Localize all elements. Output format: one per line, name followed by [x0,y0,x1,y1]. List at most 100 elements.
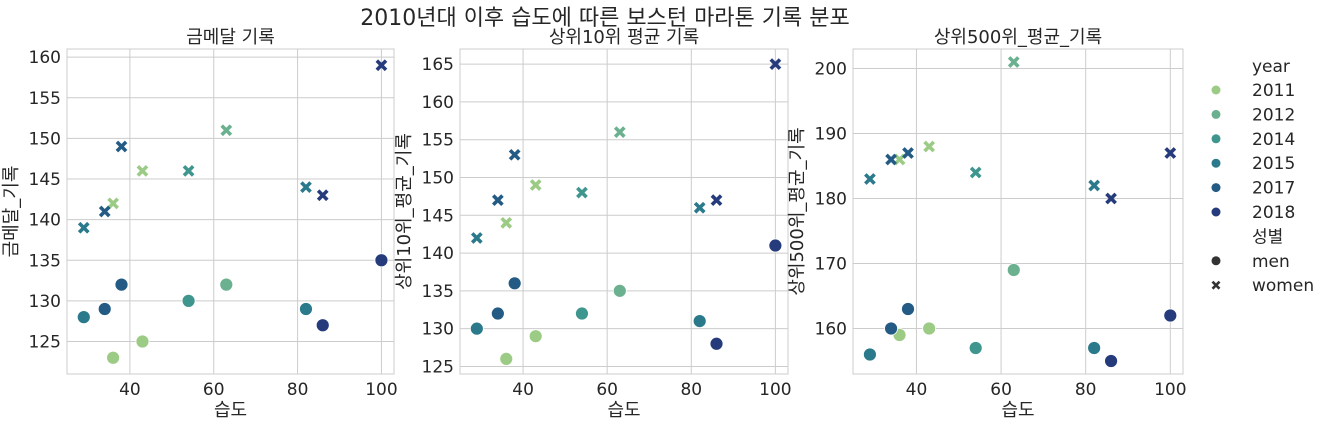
point-men-2012 [1006,263,1021,277]
y-tick-label: 140 [29,211,61,231]
y-tick-label: 190 [815,125,847,145]
legend-title-sex: 성별 [1252,227,1283,247]
y-tick-label: 145 [29,170,61,190]
point-men-2011 [106,350,121,365]
y-tick-label: 150 [29,129,61,149]
plot-frame [66,48,395,375]
point-men-2014 [575,306,589,321]
y-tick-label: 160 [29,48,61,68]
point-men-2018 [315,318,330,333]
legend-marker-2014 [1211,134,1221,144]
legend-label-2015: 2015 [1252,154,1295,174]
point-women-2017 [508,148,521,161]
point-women-2011 [107,197,119,210]
point-men-2015 [469,321,484,336]
y-axis-label: 금메달_기록 [1,166,22,258]
y-tick-label: 125 [29,333,61,353]
legend-marker-men [1211,256,1221,266]
y-tick-label: 200 [815,60,847,80]
x-tick-label: 100 [1154,380,1186,400]
point-women-2017 [902,147,914,159]
legend-marker-2011 [1211,85,1221,95]
point-women-2018 [316,189,329,202]
point-women-2018 [375,59,388,72]
point-women-2012 [613,126,626,139]
x-axis-label: 습도 [1001,400,1034,421]
y-tick-label: 150 [422,168,454,188]
subplot-title: 금메달 기록 [186,27,275,48]
point-women-2018 [710,194,723,207]
y-tick-label: 140 [422,244,454,264]
subplot-title: 상위500위_평균_기록 [934,27,1102,48]
legend-label-2012: 2012 [1252,105,1295,125]
point-women-2012 [220,124,233,137]
y-tick-label: 135 [29,251,61,271]
point-men-2015 [863,347,877,362]
point-women-2011 [500,216,513,229]
y-tick-label: 130 [422,320,454,340]
point-women-2014 [182,165,195,177]
legend-marker-2015 [1211,158,1221,168]
point-women-2011 [529,179,542,191]
x-tick-label: 60 [990,380,1012,400]
point-men-2017 [114,277,129,292]
point-men-2014 [968,341,983,355]
y-tick-label: 130 [29,292,61,312]
x-tick-label: 60 [596,380,618,400]
plot-frame [459,48,789,375]
x-tick-label: 80 [680,380,702,400]
point-men-2015 [76,310,91,325]
point-women-2015 [470,232,483,244]
point-men-2017 [490,306,505,321]
y-tick-label: 155 [422,131,454,151]
y-axis-label: 상위10위_평균_기록 [394,133,415,290]
x-axis-label: 습도 [607,400,640,421]
x-tick-label: 40 [906,380,928,400]
point-men-2018 [709,336,724,351]
legend-marker-2017 [1211,183,1221,193]
point-women-2017 [115,140,128,153]
point-women-2015 [300,181,312,193]
point-men-2017 [884,321,898,336]
point-women-2011 [923,140,936,153]
legend: year 2011 2012 2014 2015 2017 2018 성별 men women [1211,57,1314,296]
x-tick-label: 100 [759,380,791,400]
point-men-2017 [901,302,915,316]
subplot-1: 40 60 80 100 125 130 135 140 145 150 155 160 금메달 기록습… [1,27,398,421]
point-men-2015 [299,302,313,316]
x-tick-label: 40 [512,380,534,400]
point-women-2015 [1088,179,1101,192]
point-men-2011 [499,351,514,366]
point-men-2011 [528,329,543,344]
y-tick-label: 160 [422,93,454,113]
point-men-2011 [135,334,150,349]
point-women-2014 [576,186,588,199]
plot-frame [852,48,1184,375]
figure-title: 2010년대 이후 습도에 따른 보스턴 마라톤 기록 분포 [360,6,850,31]
point-women-2017 [491,194,504,207]
y-tick-label: 135 [422,282,454,302]
subplot-2: 40 60 80 100 125 130 135 140 145 150 155 160 165 상위10… [394,27,792,421]
point-men-2014 [181,293,196,308]
x-tick-label: 80 [1075,380,1097,400]
point-men-2018 [768,238,783,253]
point-women-2017 [98,205,111,218]
point-women-2015 [864,173,876,185]
point-men-2017 [507,276,522,291]
point-women-2015 [77,221,90,234]
point-men-2018 [1163,308,1178,323]
x-tick-label: 60 [203,380,225,400]
point-men-2011 [922,321,937,336]
point-men-2012 [612,283,627,298]
legend-label-2014: 2014 [1252,130,1295,150]
point-women-2014 [969,166,982,179]
y-tick-label: 170 [815,255,847,275]
point-men-2012 [219,277,234,292]
legend-label-men: men [1252,252,1290,272]
x-tick-label: 100 [365,380,397,400]
x-tick-label: 80 [287,380,309,400]
point-men-2018 [374,253,389,268]
point-women-2011 [136,165,149,177]
